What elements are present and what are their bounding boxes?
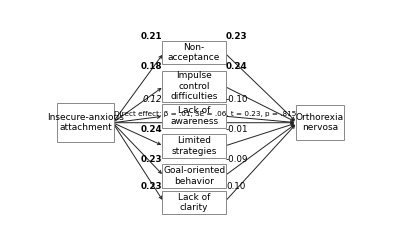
Text: Direct effect: β = .01, SE = .06, t = 0.23, p = .815: Direct effect: β = .01, SE = .06, t = 0.… xyxy=(114,111,296,117)
Text: Impulse
control
difficulties: Impulse control difficulties xyxy=(170,71,218,101)
Text: -0.09: -0.09 xyxy=(226,155,248,164)
Text: 0.23: 0.23 xyxy=(141,182,162,191)
FancyBboxPatch shape xyxy=(57,103,114,142)
FancyBboxPatch shape xyxy=(162,191,226,214)
FancyBboxPatch shape xyxy=(162,41,226,64)
Text: 0.24: 0.24 xyxy=(226,62,248,71)
Text: Insecure-anxious
attachment: Insecure-anxious attachment xyxy=(47,113,124,132)
FancyBboxPatch shape xyxy=(162,71,226,102)
Text: 0.10: 0.10 xyxy=(226,182,245,191)
Text: -0.01: -0.01 xyxy=(226,125,248,134)
Text: 0.21: 0.21 xyxy=(141,32,162,41)
Text: Lack of
awareness: Lack of awareness xyxy=(170,106,218,126)
Text: 0.23: 0.23 xyxy=(141,155,162,164)
Text: Lack of
clarity: Lack of clarity xyxy=(178,192,210,212)
Text: 0.24: 0.24 xyxy=(141,125,162,134)
FancyBboxPatch shape xyxy=(162,104,226,128)
Text: 0.18: 0.18 xyxy=(141,62,162,71)
FancyBboxPatch shape xyxy=(162,134,226,158)
FancyBboxPatch shape xyxy=(296,105,344,140)
Text: Limited
strategies: Limited strategies xyxy=(172,136,217,156)
Text: Goal-oriented
behavior: Goal-oriented behavior xyxy=(163,166,225,186)
Text: 0.12: 0.12 xyxy=(143,95,162,104)
Text: Non-
acceptance: Non- acceptance xyxy=(168,43,220,62)
Text: 0.23: 0.23 xyxy=(226,32,248,41)
Text: -0.10: -0.10 xyxy=(226,95,248,104)
FancyBboxPatch shape xyxy=(162,164,226,188)
Text: Orthorexia
nervosa: Orthorexia nervosa xyxy=(296,113,344,132)
